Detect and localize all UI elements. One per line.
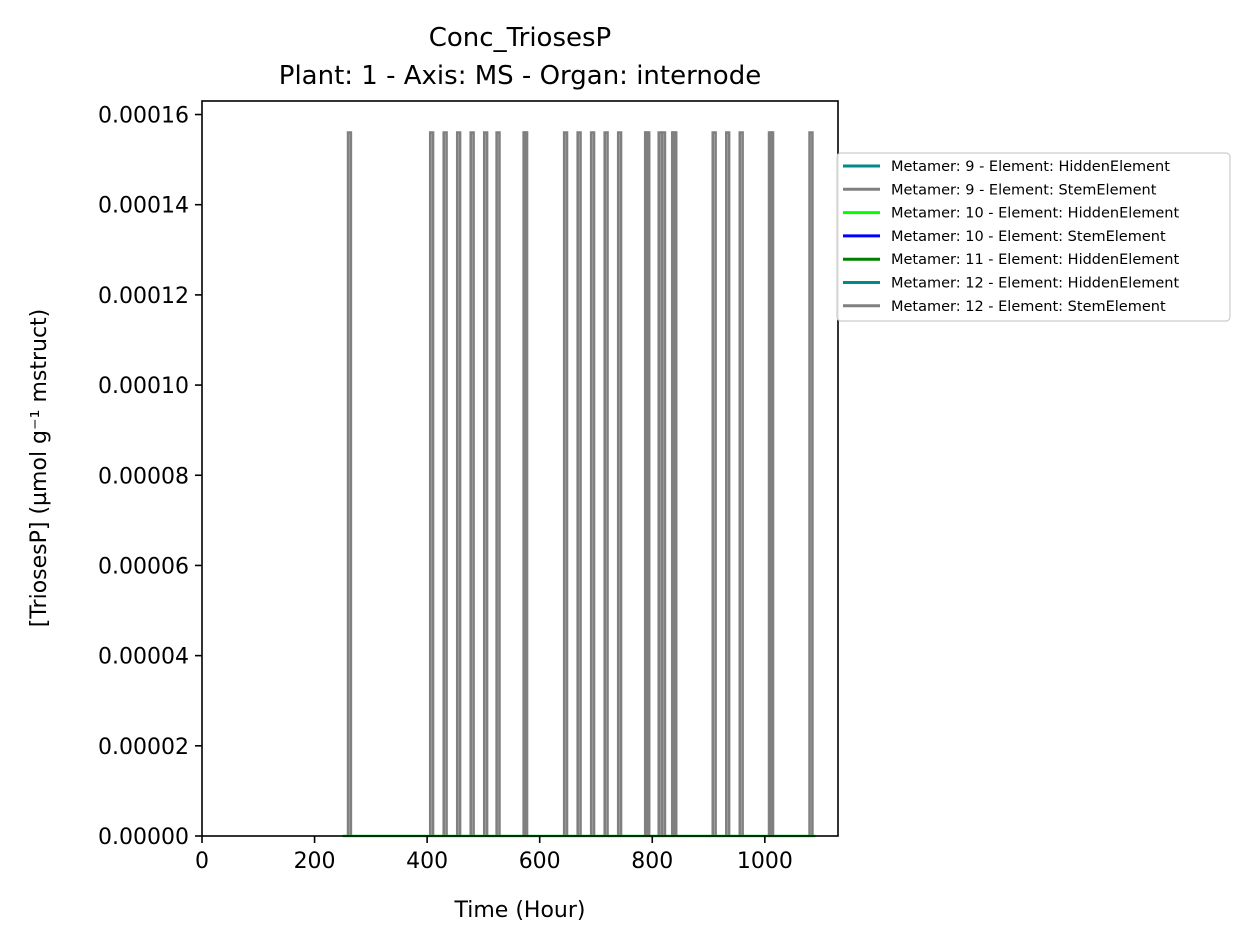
series-spike [522, 131, 529, 836]
legend-entry-label: Metamer: 11 - Element: HiddenElement [891, 252, 1179, 268]
series-spike [589, 131, 596, 836]
x-tick-label: 600 [519, 849, 561, 874]
series-spike [562, 131, 569, 836]
y-tick-label: 0.00006 [98, 554, 189, 579]
plot-frame [201, 100, 839, 837]
series-spike [738, 131, 744, 836]
series-7 [522, 131, 775, 836]
x-tick-label: 200 [294, 849, 336, 874]
series-spike [495, 131, 501, 836]
x-tick-label: 1000 [737, 849, 793, 874]
y-tick-label: 0.00014 [98, 194, 189, 219]
series-spike [442, 131, 448, 836]
x-axis-label: Time (Hour) [454, 898, 586, 923]
series-spike [469, 131, 475, 836]
y-tick-label: 0.00010 [98, 374, 189, 399]
series-spike [768, 131, 775, 836]
legend-entry-label: Metamer: 9 - Element: HiddenElement [891, 159, 1170, 175]
series-spike [724, 131, 731, 836]
series-spike [603, 131, 609, 836]
series-spike [711, 131, 717, 836]
legend-entry-label: Metamer: 12 - Element: StemElement [891, 299, 1166, 315]
legend-frame [836, 152, 1231, 322]
legend-entry-label: Metamer: 9 - Element: StemElement [891, 182, 1157, 198]
series-2 [346, 131, 814, 836]
legend: Metamer: 9 - Element: HiddenElement Metam… [836, 152, 1231, 322]
legend-entry-label: Metamer: 10 - Element: HiddenElement [891, 206, 1179, 222]
x-tick-label: 400 [406, 849, 448, 874]
series-spike [808, 131, 814, 836]
series-spike [346, 131, 353, 836]
y-tick-label: 0.00002 [98, 735, 189, 760]
series-spike [616, 131, 623, 836]
legend-entry-label: Metamer: 12 - Element: HiddenElement [891, 276, 1179, 292]
y-axis-label: [TriosesP] (µmol g⁻¹ mstruct) [27, 309, 52, 627]
chart-subtitle: Plant: 1 - Axis: MS - Organ: internode [279, 61, 761, 91]
legend-entry-label: Metamer: 10 - Element: StemElement [891, 229, 1166, 245]
x-tick-label: 0 [195, 849, 209, 874]
series-spike [645, 131, 651, 836]
y-axis: 0.00000 0.00002 0.00004 0.00006 0.00008 0.000… [98, 104, 202, 850]
y-tick-label: 0.00008 [98, 464, 189, 489]
y-tick-label: 0.00016 [98, 104, 189, 129]
series-spike [672, 131, 678, 836]
series-spike [660, 131, 667, 836]
x-axis: 0 200 400 600 800 1000 [195, 836, 793, 874]
y-tick-label: 0.00004 [98, 645, 189, 670]
series-spike [428, 131, 435, 836]
series-spike [482, 131, 489, 836]
series-spike [455, 131, 462, 836]
chart-title-group: Conc_TriosesP Plant: 1 - Axis: MS - Orga… [279, 23, 761, 91]
chart-title: Conc_TriosesP [429, 23, 611, 53]
x-tick-label: 800 [631, 849, 673, 874]
series-spike [576, 131, 582, 836]
series-layer [342, 131, 816, 838]
y-tick-label: 0.00000 [98, 825, 189, 850]
y-tick-label: 0.00012 [98, 284, 189, 309]
